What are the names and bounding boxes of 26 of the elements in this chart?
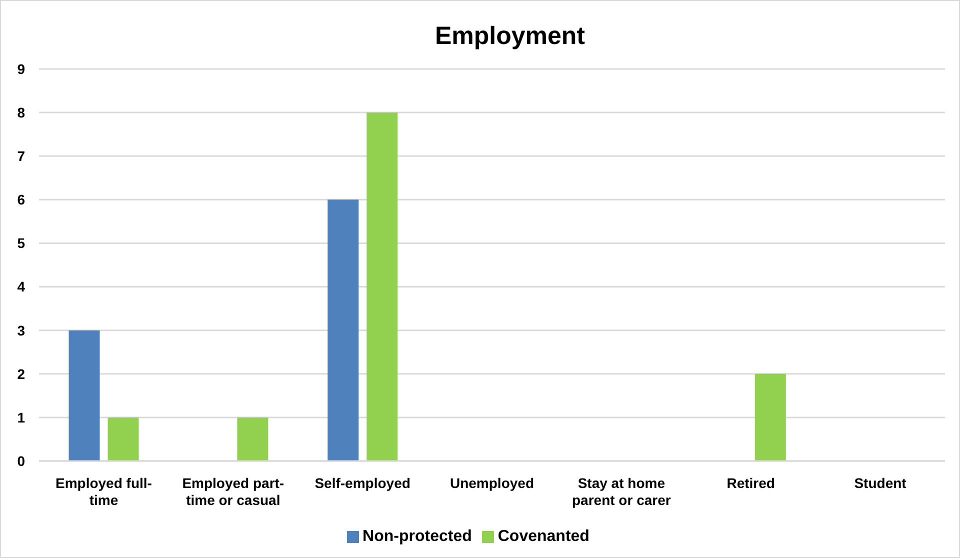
y-tick-label: 1 [17,409,26,426]
y-tick-label: 4 [17,278,26,295]
chart-title: Employment [434,21,586,51]
x-tick-label: Employed full-time [55,475,152,508]
y-tick-label: 9 [17,60,26,77]
x-tick-label: Retired [726,475,775,491]
y-tick-label: 0 [17,452,26,469]
legend-label: Covenanted [498,528,590,545]
x-tick-label: Stay at home parent or carer [572,475,672,508]
y-tick-label: 6 [17,192,26,208]
bar [68,330,100,461]
bar [366,112,398,461]
x-tick-label: Self-employed [314,475,410,491]
y-tick-label: 2 [17,366,26,382]
x-tick-label: Employed part-time or casual [182,475,284,508]
bar [237,417,268,461]
x-tick-label: Student [854,475,907,491]
y-tick-label: 7 [17,148,26,164]
bar [328,200,359,461]
bar [108,417,139,461]
y-tick-label: 8 [17,104,26,121]
y-tick-label: 5 [17,235,26,252]
legend-label: Non-protected [362,528,472,545]
bar [754,374,786,461]
x-tick-label: Unemployed [450,475,534,491]
y-tick-label: 3 [17,322,26,338]
